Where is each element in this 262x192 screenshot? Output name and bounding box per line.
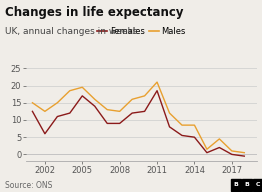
Text: C: C (256, 182, 260, 187)
Legend: Females, Males: Females, Males (94, 24, 189, 39)
Text: B: B (244, 182, 249, 187)
Text: Changes in life expectancy: Changes in life expectancy (5, 6, 184, 19)
Text: B: B (233, 182, 238, 187)
Text: UK, annual changes in weeks: UK, annual changes in weeks (5, 27, 138, 36)
Text: Source: ONS: Source: ONS (5, 181, 53, 190)
